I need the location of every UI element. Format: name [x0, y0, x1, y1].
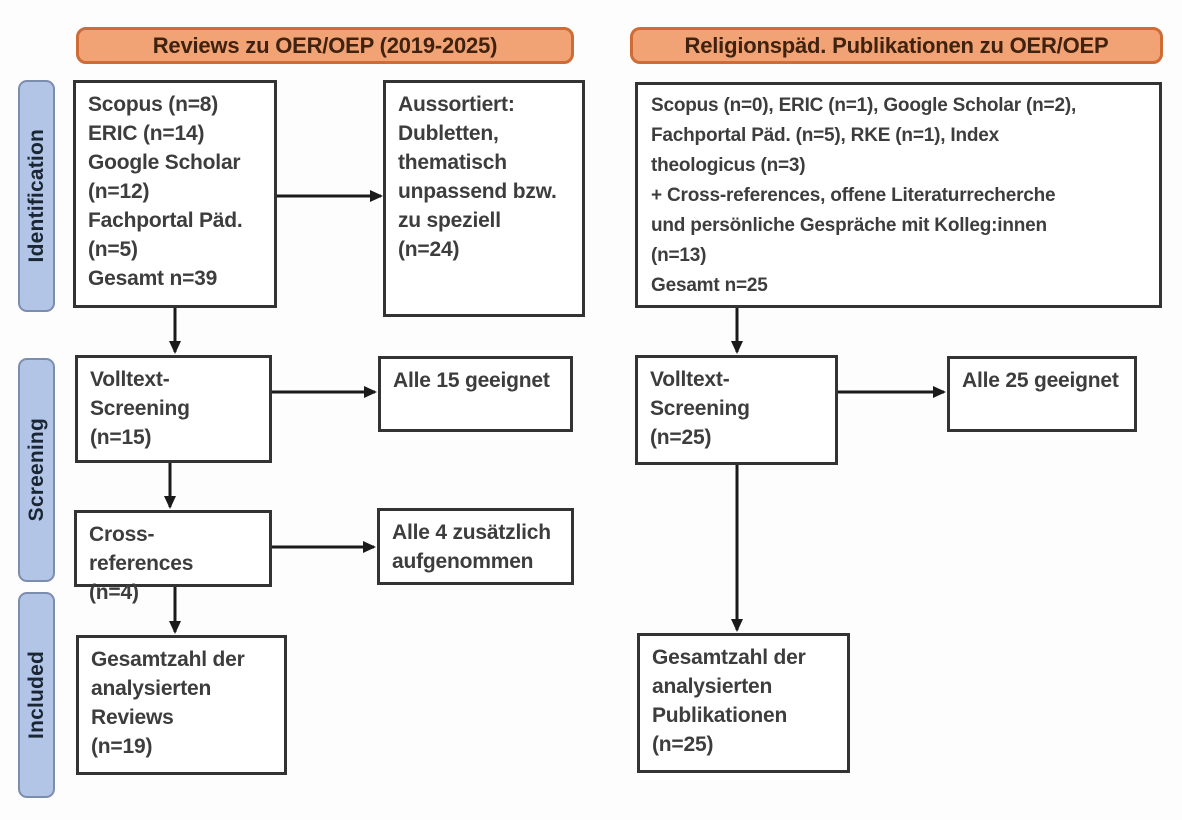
box-right-identification-sources: Scopus (n=0), ERIC (n=1), Google Scholar…	[635, 82, 1162, 308]
stage-label-identification: Identification	[18, 80, 55, 312]
stage-label-included: Included	[18, 592, 55, 798]
box-right-fulltext-result: Alle 25 geeignet	[947, 356, 1137, 432]
box-left-total-included: Gesamtzahl der analysierten Reviews (n=1…	[76, 635, 287, 775]
column-header-religionspaed: Religionspäd. Publikationen zu OER/OEP	[630, 27, 1163, 64]
box-right-fulltext-screening: Volltext- Screening (n=25)	[635, 355, 838, 465]
box-right-total-included: Gesamtzahl der analysierten Publikatione…	[637, 633, 850, 773]
stage-label-identification-text: Identification	[24, 129, 48, 263]
box-left-excluded: Aussortiert: Dubletten, thematisch unpas…	[383, 80, 585, 317]
box-left-cross-references-result: Alle 4 zusätzlich aufgenommen	[377, 508, 574, 585]
stage-label-included-text: Included	[24, 651, 48, 739]
stage-label-screening: Screening	[18, 358, 55, 582]
stage-label-screening-text: Screening	[24, 418, 48, 522]
box-left-identification-sources: Scopus (n=8) ERIC (n=14) Google Scholar …	[73, 80, 277, 308]
box-left-cross-references: Cross-references (n=4)	[74, 510, 272, 604]
box-left-fulltext-screening: Volltext- Screening (n=15)	[75, 355, 272, 463]
column-header-reviews: Reviews zu OER/OEP (2019-2025)	[76, 27, 574, 64]
box-left-fulltext-result: Alle 15 geeignet	[378, 356, 573, 432]
